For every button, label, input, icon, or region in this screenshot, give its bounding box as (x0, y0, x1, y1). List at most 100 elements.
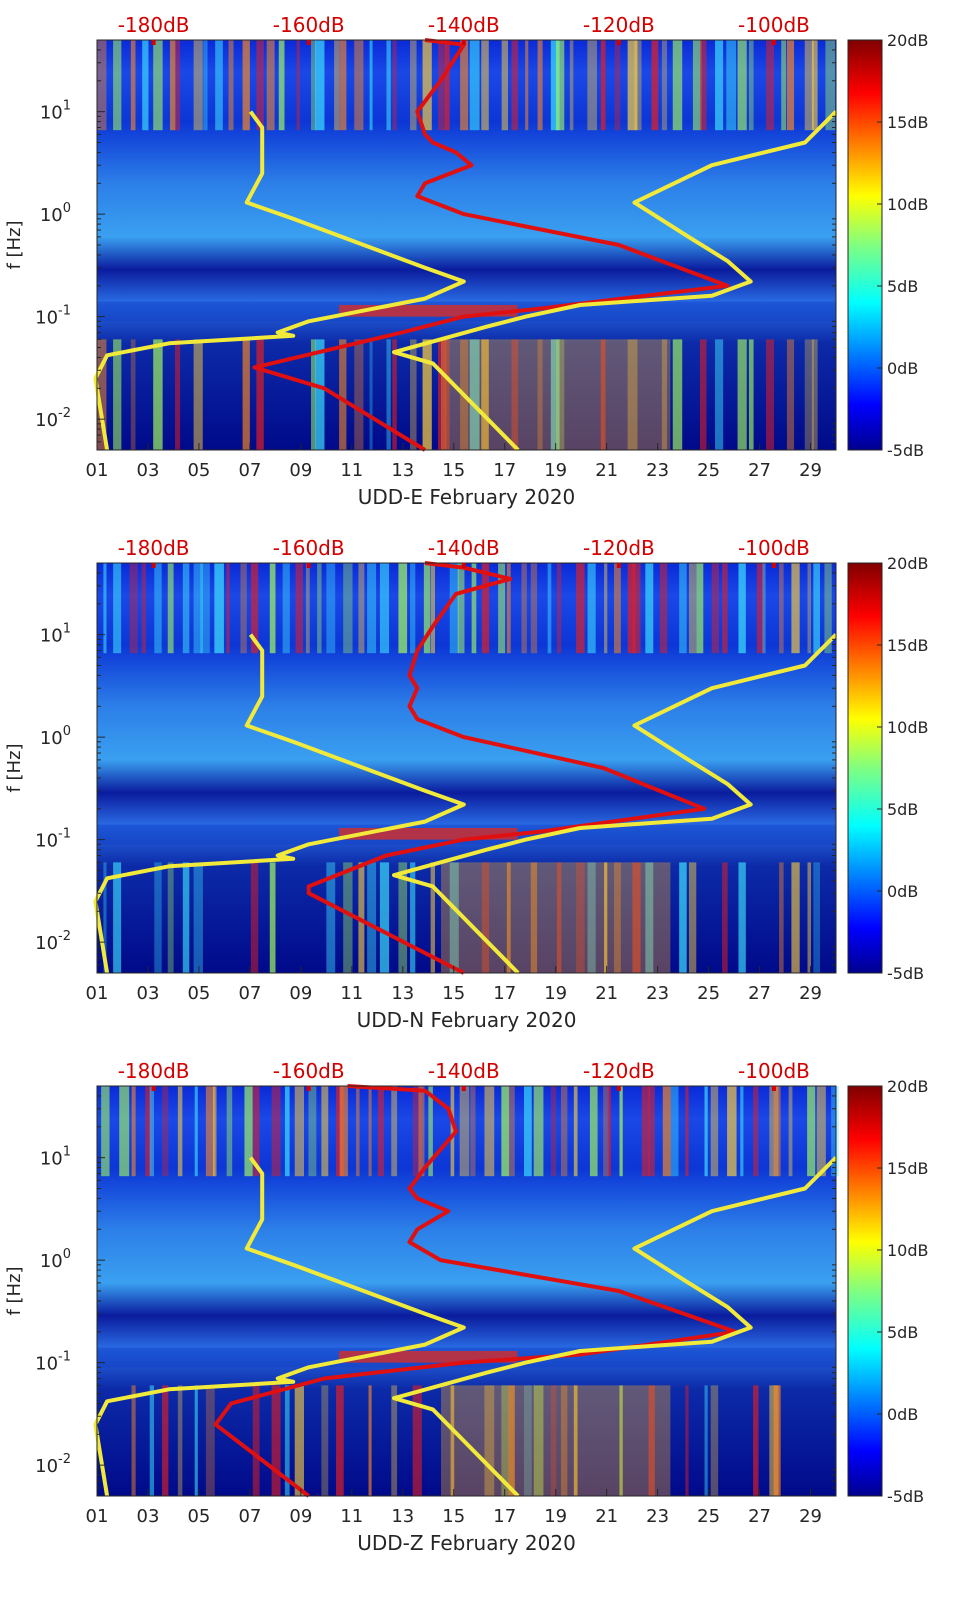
x-tick-label: 01 (86, 983, 109, 1004)
streak-high (481, 40, 489, 131)
streak-low (321, 1385, 329, 1496)
streak-low (804, 339, 814, 450)
y-tick-label: 10-2 (35, 1452, 71, 1477)
streak-high (619, 1086, 623, 1177)
streak-high (377, 1086, 384, 1177)
streak-low (343, 862, 353, 973)
streak-high (648, 1086, 655, 1177)
streak-high (278, 40, 285, 131)
x-tick-label: 09 (289, 460, 312, 481)
x-tick-label: 15 (442, 1506, 465, 1527)
streak-low (130, 339, 136, 450)
streak-low (250, 862, 259, 973)
streak-low (722, 862, 728, 973)
y-tick-exponent: -2 (58, 929, 71, 944)
curve-noise_model_low (93, 633, 466, 974)
streak-high (450, 1086, 455, 1177)
streak-low (587, 862, 596, 973)
streak-high (386, 40, 391, 131)
streak-low (177, 1385, 183, 1496)
streak-high (804, 40, 814, 131)
colorbar (847, 562, 883, 974)
streak-high (457, 563, 465, 654)
band-hot (339, 1350, 518, 1363)
x-tick-label: 01 (86, 460, 109, 481)
streak-high (315, 40, 325, 131)
streak-low (573, 1385, 578, 1496)
streak-high (296, 40, 301, 131)
streak-high (295, 563, 304, 654)
spectrogram-streaks (103, 563, 832, 973)
streak-high (762, 563, 766, 654)
streak-high (240, 563, 247, 654)
y-tick-exponent: -1 (58, 1350, 71, 1365)
streak-high (119, 1086, 130, 1177)
x-tick-label: 27 (748, 460, 771, 481)
streak-high (141, 563, 147, 654)
y-tick-label: 101 (40, 99, 71, 124)
streak-low (688, 862, 697, 973)
streak-high (422, 40, 432, 131)
streak-high (521, 563, 527, 654)
x-tick-label: 11 (340, 1506, 363, 1527)
streak-high (145, 1086, 152, 1177)
streak-high (727, 1086, 737, 1177)
streak-high (547, 563, 552, 654)
streak-high (428, 1086, 433, 1177)
x-tick-label: 17 (493, 983, 516, 1004)
streak-high (284, 1086, 290, 1177)
streak-high (600, 40, 606, 131)
streak-high (533, 1086, 544, 1177)
top-axis-label: -100dB (738, 1059, 810, 1083)
streak-high (205, 1086, 215, 1177)
streak-high (807, 563, 812, 654)
streak-high (339, 1086, 348, 1177)
streak-high (449, 563, 459, 654)
streak-high (587, 40, 597, 131)
streak-low (704, 1385, 708, 1496)
streak-high (129, 563, 138, 654)
streak-low (284, 1385, 290, 1496)
streak-high (555, 40, 565, 131)
x-tick-label: 13 (391, 1506, 414, 1527)
streak-low (386, 339, 391, 450)
streak-high (410, 563, 416, 654)
streak-high (779, 563, 784, 654)
streak-high (103, 563, 107, 654)
streak-low (167, 862, 174, 973)
colorbar-label: 15dB (887, 636, 929, 655)
streak-high (326, 563, 336, 654)
top-axis-label: -140dB (428, 536, 500, 560)
colorbar-label: 15dB (887, 1159, 929, 1178)
streak-low (619, 1385, 623, 1496)
streak-high (354, 40, 364, 131)
streak-low (430, 862, 436, 973)
streak-high (685, 1086, 689, 1177)
streak-low (481, 862, 490, 973)
x-tick-label: 09 (289, 983, 312, 1004)
streak-low (392, 339, 397, 450)
streak-low (205, 1385, 215, 1496)
streak-low (113, 862, 122, 973)
x-tick-label: 09 (289, 1506, 312, 1527)
streak-low (550, 1385, 557, 1496)
streak-low (791, 862, 800, 973)
streak-low (813, 862, 820, 973)
streak-low (715, 339, 724, 450)
x-tick-label: 03 (137, 983, 160, 1004)
streak-low (294, 1385, 304, 1496)
colorbar-label: 20dB (887, 31, 929, 50)
colorbar-label: 10dB (887, 195, 929, 214)
streak-high (811, 40, 818, 131)
colorbar (847, 39, 883, 451)
streak-high (250, 563, 259, 654)
streak-high (550, 1086, 557, 1177)
top-axis-label: -180dB (118, 13, 190, 37)
streak-low (162, 1385, 169, 1496)
streak-high (367, 563, 377, 654)
streak-high (530, 563, 538, 654)
x-tick-label: 11 (340, 983, 363, 1004)
streak-high (824, 563, 832, 654)
streak-high (670, 1086, 679, 1177)
streak-low (537, 339, 543, 450)
